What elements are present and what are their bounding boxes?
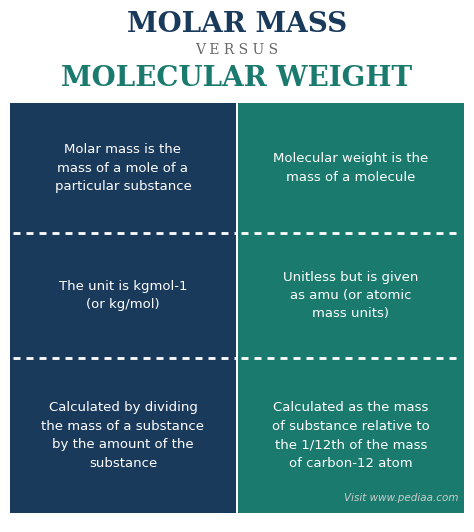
Text: V E R S U S: V E R S U S [195,43,279,57]
Text: Molar mass is the
mass of a mole of a
particular substance: Molar mass is the mass of a mole of a pa… [55,143,191,193]
Bar [10,233,236,358]
Text: The unit is kgmol-1
(or kg/mol): The unit is kgmol-1 (or kg/mol) [59,280,187,311]
Text: Visit www.pediaa.com: Visit www.pediaa.com [345,493,459,503]
Text: MOLECULAR WEIGHT: MOLECULAR WEIGHT [62,64,412,92]
Text: MOLAR MASS: MOLAR MASS [127,12,347,38]
Text: Calculated as the mass
of substance relative to
the 1/12th of the mass
of carbon: Calculated as the mass of substance rela… [272,401,430,470]
Bar [238,358,464,513]
Text: Calculated by dividing
the mass of a substance
by the amount of the
substance: Calculated by dividing the mass of a sub… [42,401,204,470]
Bar [10,103,236,233]
Bar [10,358,236,513]
Bar [238,103,464,233]
Text: Unitless but is given
as amu (or atomic
mass units): Unitless but is given as amu (or atomic … [283,270,419,320]
Bar [238,233,464,358]
Text: Molecular weight is the
mass of a molecule: Molecular weight is the mass of a molecu… [273,152,428,184]
